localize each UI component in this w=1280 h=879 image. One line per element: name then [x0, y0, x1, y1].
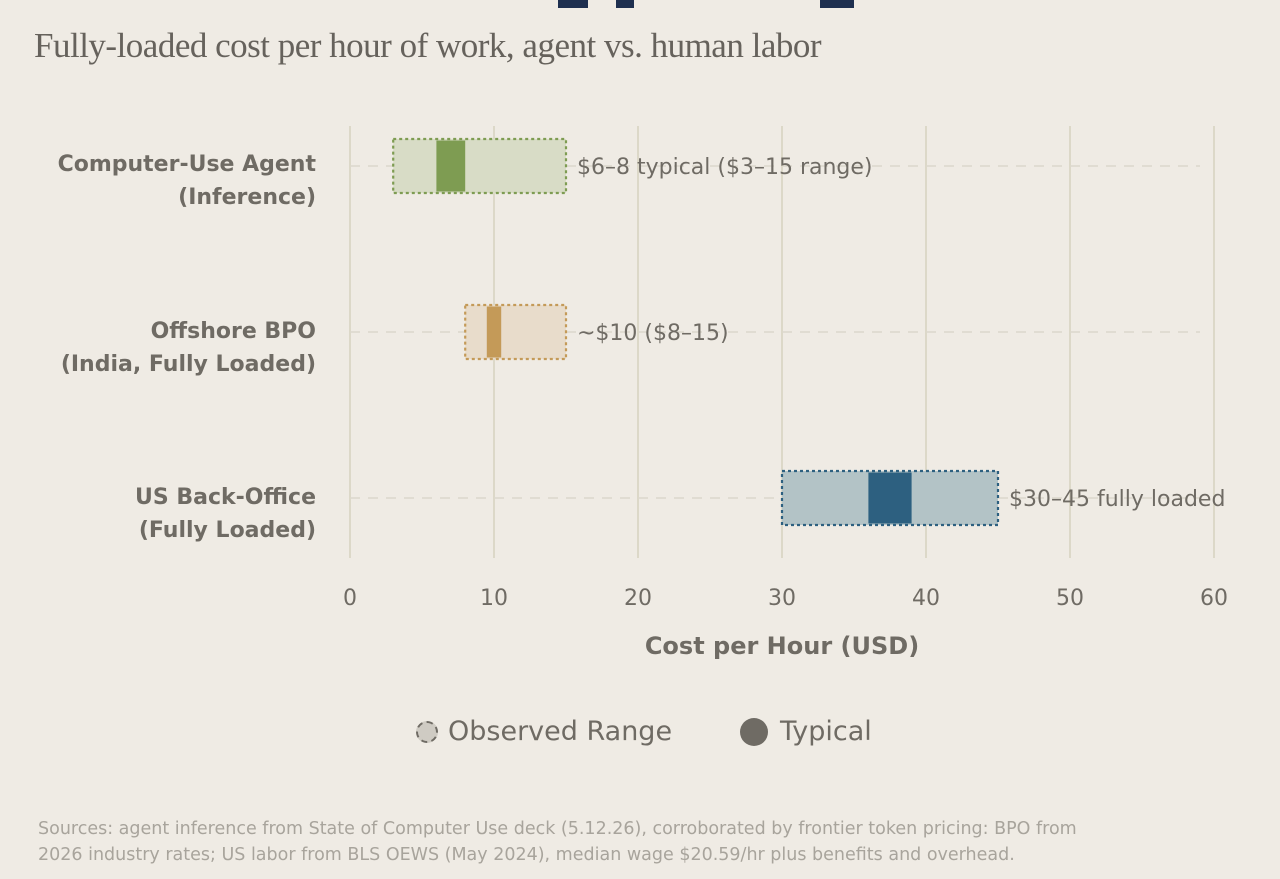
title-fragment	[558, 0, 854, 8]
legend: Observed Range Typical	[0, 716, 1280, 756]
category-label-line: Computer-Use Agent	[57, 152, 316, 177]
row-annotation: $6–8 typical ($3–15 range)	[577, 155, 873, 180]
x-tick-label: 60	[1200, 586, 1228, 611]
typical-swatch-icon	[740, 717, 768, 746]
range-bar	[464, 303, 568, 361]
row-annotation: $30–45 fully loaded	[1009, 487, 1225, 512]
category-label-bpo: Offshore BPO (India, Fully Loaded)	[0, 315, 316, 381]
typical-band	[868, 472, 912, 524]
range-chart: 0 10 20 30 40 50 60 $6–8 typical ($3–15 range) ~…	[343, 126, 1228, 611]
category-label-line: US Back-Office	[135, 485, 316, 510]
x-tick-label: 40	[912, 586, 940, 611]
x-tick-label: 50	[1056, 586, 1084, 611]
category-label-line: Offshore BPO	[150, 319, 316, 344]
category-label-line: (Fully Loaded)	[138, 518, 316, 543]
chart-subtitle: Fully-loaded cost per hour of work, agen…	[34, 26, 822, 65]
legend-item-typical: Typical	[740, 716, 872, 747]
x-tick-label: 20	[624, 586, 652, 611]
category-label-agent: Computer-Use Agent (Inference)	[0, 148, 316, 214]
x-tick-label: 30	[768, 586, 796, 611]
sources-line: Sources: agent inference from State of C…	[38, 819, 1077, 839]
typical-band	[486, 306, 502, 358]
legend-label-typical: Typical	[780, 716, 872, 747]
legend-label-range: Observed Range	[448, 716, 673, 747]
category-label-us: US Back-Office (Fully Loaded)	[0, 481, 316, 547]
category-label-line: (India, Fully Loaded)	[60, 352, 316, 377]
category-label-line: (Inference)	[178, 185, 316, 210]
x-axis-label: Cost per Hour (USD)	[644, 632, 920, 660]
range-bar	[392, 137, 568, 195]
sources-line: 2026 industry rates; US labor from BLS O…	[38, 845, 1015, 865]
range-swatch-icon	[416, 720, 438, 743]
legend-item-range: Observed Range	[416, 716, 672, 747]
x-tick-label: 0	[343, 586, 357, 611]
sources-note: Sources: agent inference from State of C…	[38, 816, 1263, 868]
typical-band	[436, 140, 466, 192]
x-tick-label: 10	[480, 586, 508, 611]
row-annotation: ~$10 ($8–15)	[577, 321, 729, 346]
